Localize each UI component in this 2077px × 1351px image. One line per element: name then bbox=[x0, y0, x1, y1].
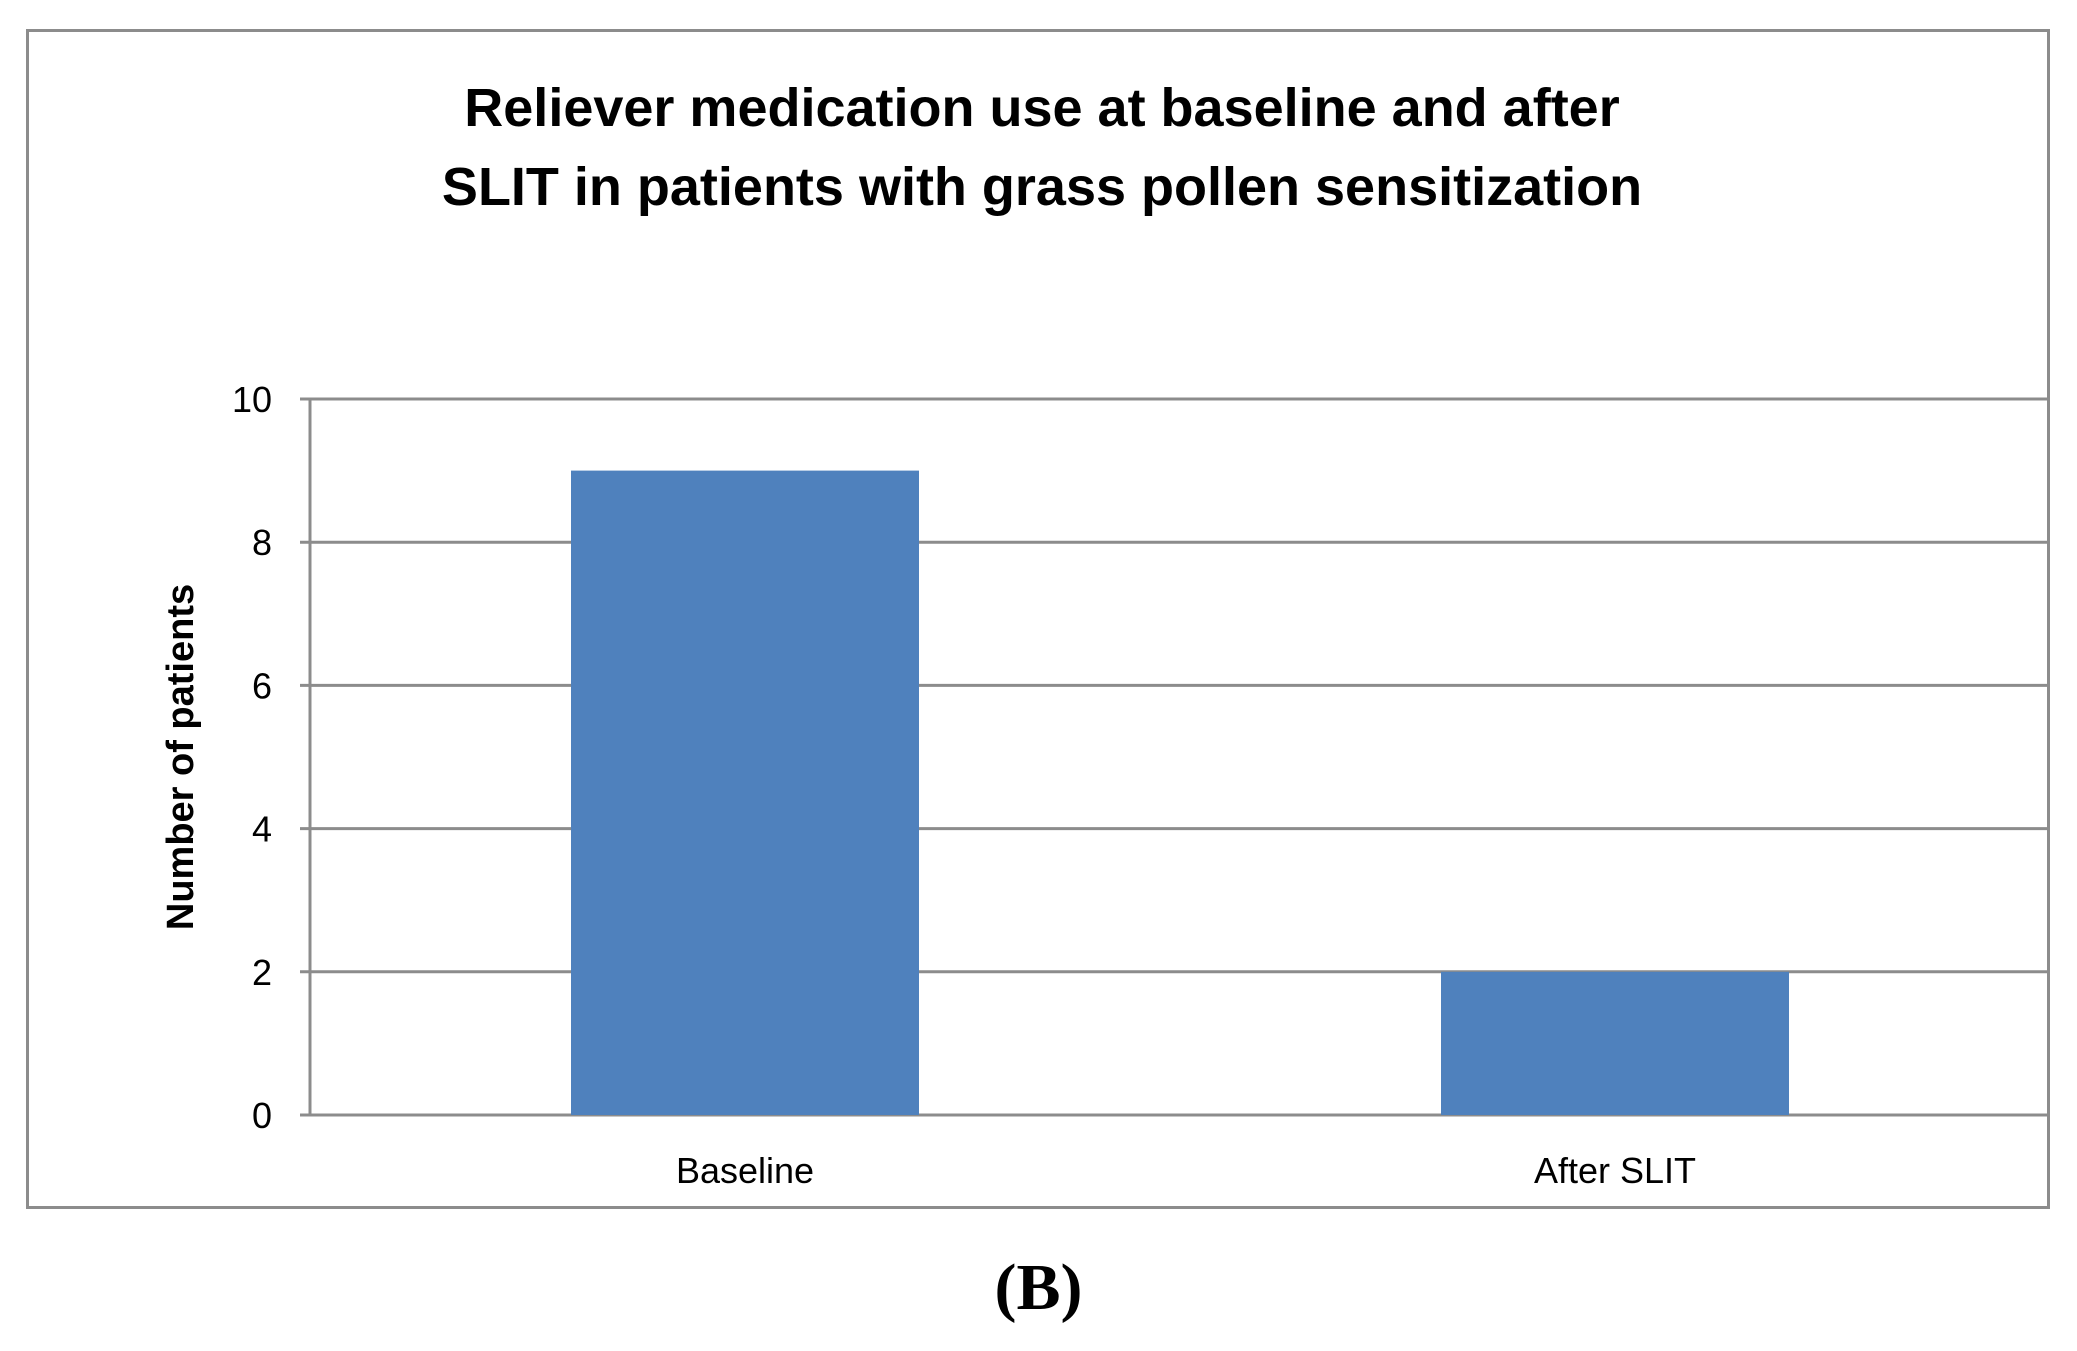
x-tick-label: Baseline bbox=[676, 1150, 814, 1191]
y-axis-ticks: 0 2 4 6 8 10 bbox=[232, 379, 272, 1136]
panel-label: (B) bbox=[994, 1251, 1083, 1324]
y-tick-label: 10 bbox=[232, 379, 272, 420]
bars bbox=[571, 470, 1789, 1116]
bar-after-slit bbox=[1441, 971, 1789, 1115]
y-axis-title: Number of patients bbox=[160, 584, 202, 930]
x-tick-label: After SLIT bbox=[1534, 1150, 1696, 1191]
chart-title-line-1: Reliever medication use at baseline and … bbox=[464, 78, 1619, 138]
y-tick-label: 6 bbox=[252, 665, 272, 706]
y-tick-label: 2 bbox=[252, 952, 272, 993]
x-axis-labels: Baseline After SLIT bbox=[676, 1150, 1696, 1191]
bar-baseline bbox=[571, 470, 919, 1116]
chart-title-line-2: SLIT in patients with grass pollen sensi… bbox=[442, 157, 1642, 217]
y-tick-label: 8 bbox=[252, 522, 272, 563]
y-tick-label: 0 bbox=[252, 1095, 272, 1136]
y-tick-label: 4 bbox=[252, 809, 272, 850]
